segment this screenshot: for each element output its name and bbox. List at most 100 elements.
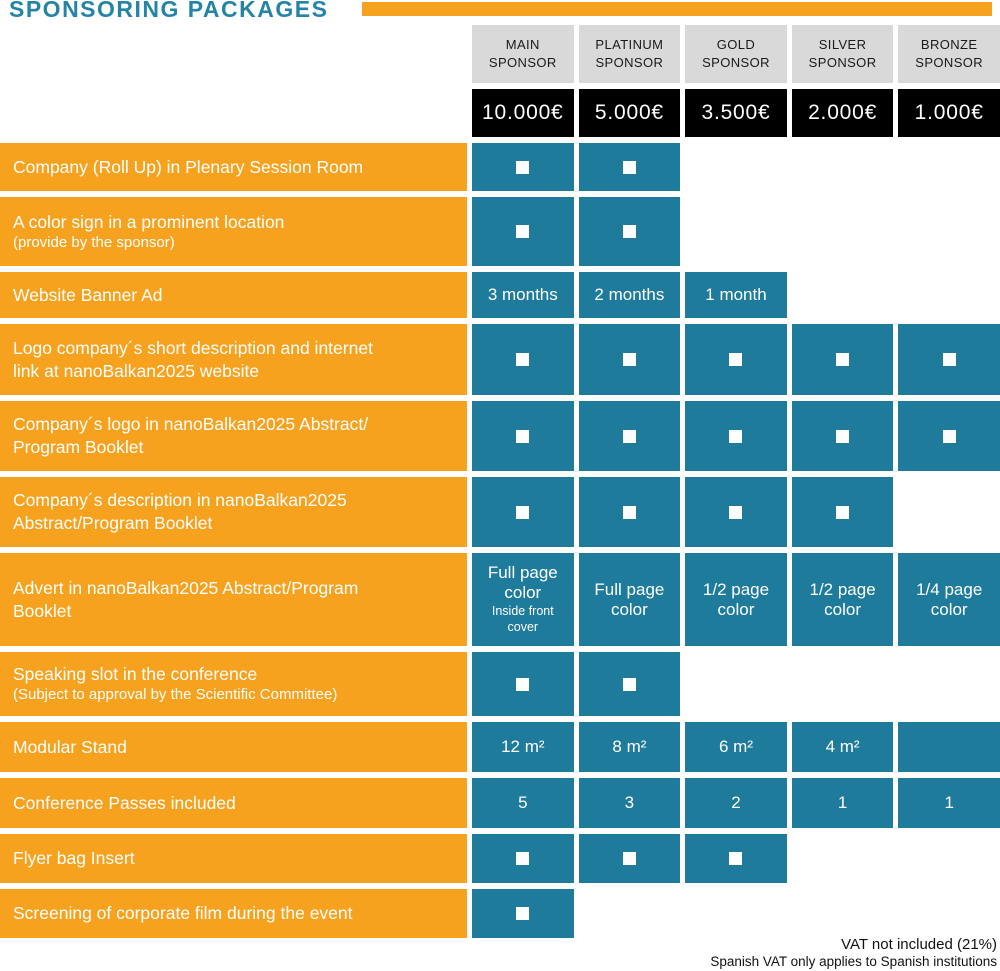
cell-value: 1 — [944, 793, 954, 813]
row-label-text: Advert in nanoBalkan2025 Abstract/Progra… — [13, 577, 359, 621]
white-square-icon — [729, 353, 743, 366]
feature-cell-gold — [685, 401, 787, 471]
cell-value: 2 — [731, 793, 741, 813]
feature-cell-platinum: Full page color — [578, 553, 681, 646]
feature-cell-silver — [791, 477, 894, 547]
cell-value: 3 months — [487, 285, 558, 305]
feature-cell-gold — [685, 324, 787, 395]
empty-cell-gold — [685, 143, 787, 191]
price-cell-silver: 2.000€ — [791, 89, 894, 137]
row-label-text: Company´s logo in nanoBalkan2025 Abstrac… — [13, 414, 369, 457]
feature-cell-silver — [791, 324, 894, 395]
price-cell-platinum: 5.000€ — [578, 89, 681, 137]
feature-cell-main — [472, 401, 574, 471]
empty-cell-bronze — [898, 477, 1000, 547]
feature-cell-platinum — [578, 652, 681, 716]
white-square-icon — [516, 505, 530, 519]
white-square-icon — [836, 505, 850, 519]
empty-cell-bronze — [898, 652, 1000, 716]
empty-cell-gold — [685, 197, 787, 266]
feature-cell-gold: 2 — [685, 778, 787, 828]
cell-value: Full page color — [487, 563, 558, 602]
row-label: A color sign in a prominent location (pro… — [0, 197, 467, 266]
white-square-icon — [836, 353, 850, 366]
feature-cell-bronze — [898, 722, 1000, 772]
feature-cell-silver: 1 — [791, 778, 894, 828]
cell-subvalue: Inside front cover — [491, 604, 554, 635]
feature-cell-gold — [685, 834, 787, 883]
feature-cell-main: 5 — [472, 778, 574, 828]
column-header-platinum: PLATINUM SPONSOR — [578, 25, 681, 83]
white-square-icon — [622, 677, 636, 691]
empty-cell-silver — [792, 889, 894, 938]
feature-cell-gold: 1/2 page color — [685, 553, 787, 646]
white-square-icon — [516, 852, 530, 865]
empty-cell-gold — [685, 889, 787, 938]
feature-cell-bronze — [898, 324, 1000, 395]
feature-cell-platinum — [578, 324, 681, 395]
feature-cell-bronze: 1/4 page color — [898, 553, 1000, 646]
white-square-icon — [516, 907, 530, 920]
row-label: Advert in nanoBalkan2025 Abstract/Progra… — [0, 553, 467, 646]
empty-cell-silver — [792, 197, 894, 266]
row-label: Company´s logo in nanoBalkan2025 Abstrac… — [0, 401, 467, 471]
row-label: Conference Passes included — [0, 778, 467, 828]
column-header-main: MAIN SPONSOR — [472, 25, 574, 83]
feature-cell-main — [472, 143, 574, 191]
feature-cell-gold: 6 m² — [685, 722, 787, 772]
column-header-bronze: BRONZE SPONSOR — [898, 25, 1000, 83]
white-square-icon — [516, 429, 530, 443]
feature-cell-silver: 1/2 page color — [791, 553, 894, 646]
empty-cell-gold — [685, 652, 787, 716]
feature-cell-bronze: 1 — [898, 778, 1000, 828]
feature-cell-main — [472, 834, 574, 883]
white-square-icon — [942, 353, 956, 366]
white-square-icon — [622, 852, 636, 865]
row-label-subtext: (provide by the sponsor) — [13, 233, 175, 251]
cell-value: 1/2 page color — [702, 579, 770, 619]
feature-cell-platinum: 8 m² — [578, 722, 681, 772]
white-square-icon — [622, 505, 636, 519]
feature-cell-gold: 1 month — [685, 272, 787, 318]
cell-value: 8 m² — [612, 737, 647, 757]
row-label-text: Website Banner Ad — [13, 284, 163, 305]
empty-cell-silver — [792, 143, 894, 191]
white-square-icon — [622, 353, 636, 366]
row-label-text: Conference Passes included — [13, 792, 236, 813]
feature-cell-platinum: 2 months — [578, 272, 681, 318]
row-label-text: Flyer bag Insert — [13, 848, 135, 869]
row-label-text: Company´s description in nanoBalkan2025 … — [13, 490, 347, 533]
cell-value: 6 m² — [718, 737, 753, 757]
row-label-text: Speaking slot in the conference — [13, 664, 258, 685]
empty-cell-silver — [792, 652, 894, 716]
empty-cell-bronze — [898, 272, 1000, 318]
price-spacer — [0, 89, 467, 137]
cell-value: 1 — [837, 793, 848, 813]
empty-cell-bronze — [898, 834, 1000, 883]
row-label: Company´s description in nanoBalkan2025 … — [0, 477, 467, 547]
cell-value: 12 m² — [501, 737, 545, 757]
cell-value: Full page color — [594, 579, 665, 619]
white-square-icon — [516, 353, 530, 366]
feature-cell-silver: 4 m² — [791, 722, 894, 772]
empty-cell-platinum — [579, 889, 681, 938]
empty-cell-bronze — [898, 889, 1000, 938]
footer-note: VAT not included (21%) Spanish VAT only … — [710, 936, 997, 971]
cell-value: 2 months — [594, 285, 665, 305]
feature-cell-bronze — [898, 401, 1000, 471]
row-label: Modular Stand — [0, 722, 467, 772]
white-square-icon — [942, 429, 956, 443]
cell-value: 4 m² — [825, 737, 860, 757]
price-cell-gold: 3.500€ — [685, 89, 787, 137]
cell-value: 1 month — [705, 285, 767, 305]
empty-cell-bronze — [898, 143, 1000, 191]
feature-cell-main — [472, 197, 574, 266]
white-square-icon — [729, 429, 743, 443]
cell-value: 3 — [624, 793, 635, 813]
column-header-gold: GOLD SPONSOR — [685, 25, 787, 83]
white-square-icon — [622, 160, 636, 174]
white-square-icon — [836, 429, 850, 443]
row-label-text: A color sign in a prominent location — [13, 211, 285, 232]
feature-cell-main — [472, 652, 574, 716]
white-square-icon — [516, 225, 530, 238]
